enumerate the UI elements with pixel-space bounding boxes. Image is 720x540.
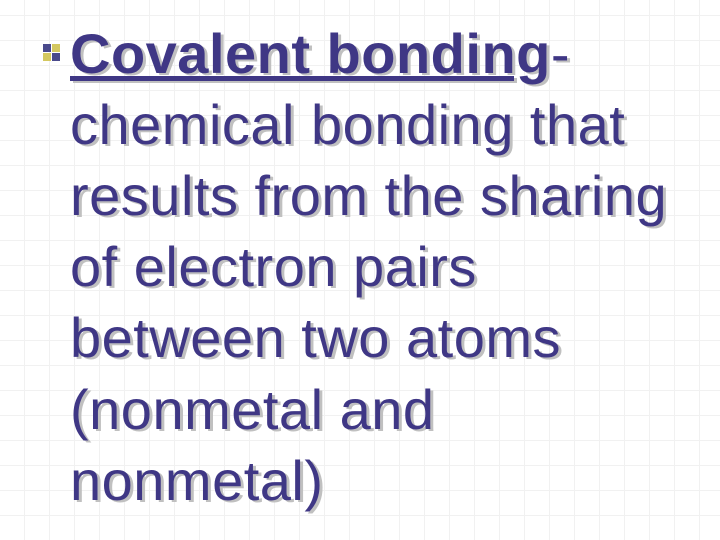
definition-text: chemical bonding that results from the s… (70, 93, 667, 512)
slide-text: Covalent bonding- chemical bonding that … (70, 18, 690, 516)
dash-text: - (551, 22, 570, 85)
term-text: Covalent bonding (70, 22, 551, 85)
bullet-icon (43, 44, 60, 61)
text-main-layer: Covalent bonding- chemical bonding that … (70, 18, 690, 516)
